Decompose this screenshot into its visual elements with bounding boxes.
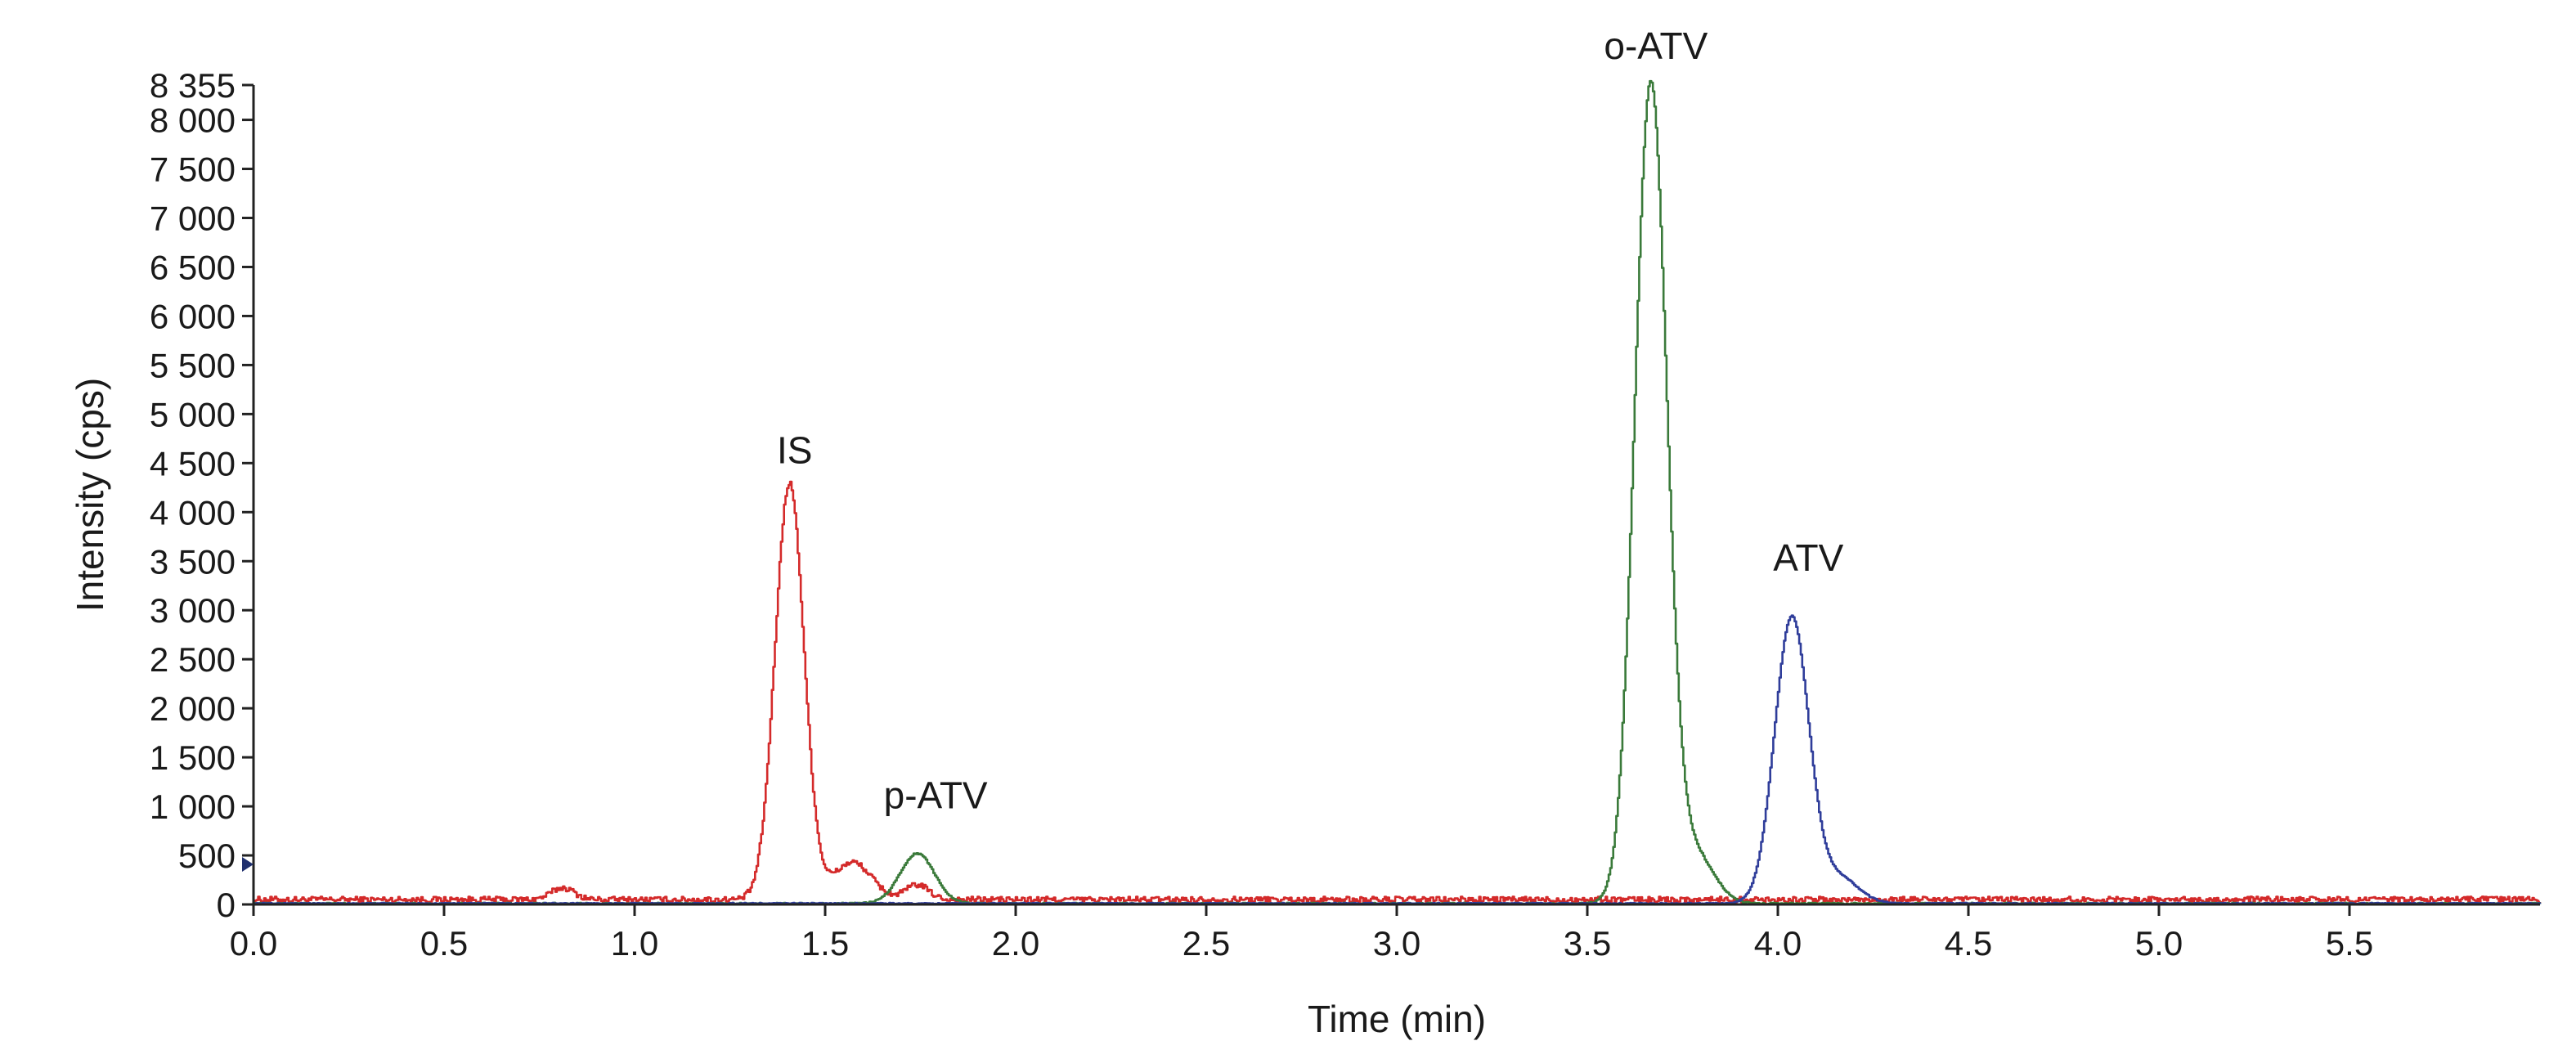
peak-label: p-ATV (884, 774, 988, 816)
x-tick-label: 3.5 (1564, 924, 1611, 962)
x-tick-label: 2.5 (1183, 924, 1230, 962)
y-tick-label: 6 000 (150, 297, 236, 335)
y-tick-label: 2 000 (150, 689, 236, 728)
y-tick-label: 3 500 (150, 542, 236, 581)
y-tick-label: 7 000 (150, 200, 236, 238)
x-tick-label: 0.0 (230, 924, 277, 962)
x-tick-label: 2.0 (992, 924, 1039, 962)
peak-annotations: IS p-ATV o-ATV ATV (777, 25, 1844, 816)
x-tick-label: 4.5 (1945, 924, 1992, 962)
y-tick-label: 1 500 (150, 738, 236, 777)
y-axis-marker-icon (242, 857, 254, 872)
y-tick-label: 500 (178, 837, 236, 875)
peak-label: IS (777, 429, 812, 471)
traces (254, 79, 2542, 905)
x-tick-label: 5.0 (2135, 924, 2183, 962)
y-tick-label: 1 000 (150, 788, 236, 826)
y-tick-label: 8 355 (150, 66, 236, 105)
y-tick-label: 6 500 (150, 248, 236, 286)
peak-label: o-ATV (1604, 25, 1708, 67)
y-tick-label: 2 500 (150, 640, 236, 679)
x-tick-label: 0.5 (420, 924, 468, 962)
y-tick-label: 8 000 (150, 101, 236, 140)
x-axis-title: Time (min) (1308, 998, 1486, 1040)
y-axis-title: Intensity (cps) (69, 378, 111, 612)
y-tick-label: 4 000 (150, 493, 236, 532)
peak-label: ATV (1773, 536, 1843, 579)
y-ticks: 0 500 1 000 1 500 2 000 2 500 3 000 3 500 4 000 4… (150, 66, 254, 924)
axes (252, 85, 2540, 906)
y-tick-label: 0 (217, 886, 236, 924)
x-tick-label: 5.5 (2326, 924, 2373, 962)
x-ticks: 0.0 0.5 1.0 1.5 2.0 2.5 3.0 3.5 4.0 4.5 5.0 5.5 (230, 904, 2373, 962)
y-tick-label: 4 500 (150, 444, 236, 482)
x-tick-label: 1.5 (801, 924, 849, 962)
y-tick-label: 7 500 (150, 150, 236, 189)
y-tick-label: 5 000 (150, 395, 236, 433)
trace-series-1 (254, 480, 2542, 904)
y-tick-label: 5 500 (150, 346, 236, 384)
x-tick-label: 4.0 (1754, 924, 1802, 962)
trace-series-2 (254, 79, 2542, 905)
trace-series-3 (254, 614, 2542, 905)
x-tick-label: 3.0 (1373, 924, 1420, 962)
y-tick-label: 3 000 (150, 591, 236, 630)
x-tick-label: 1.0 (611, 924, 658, 962)
